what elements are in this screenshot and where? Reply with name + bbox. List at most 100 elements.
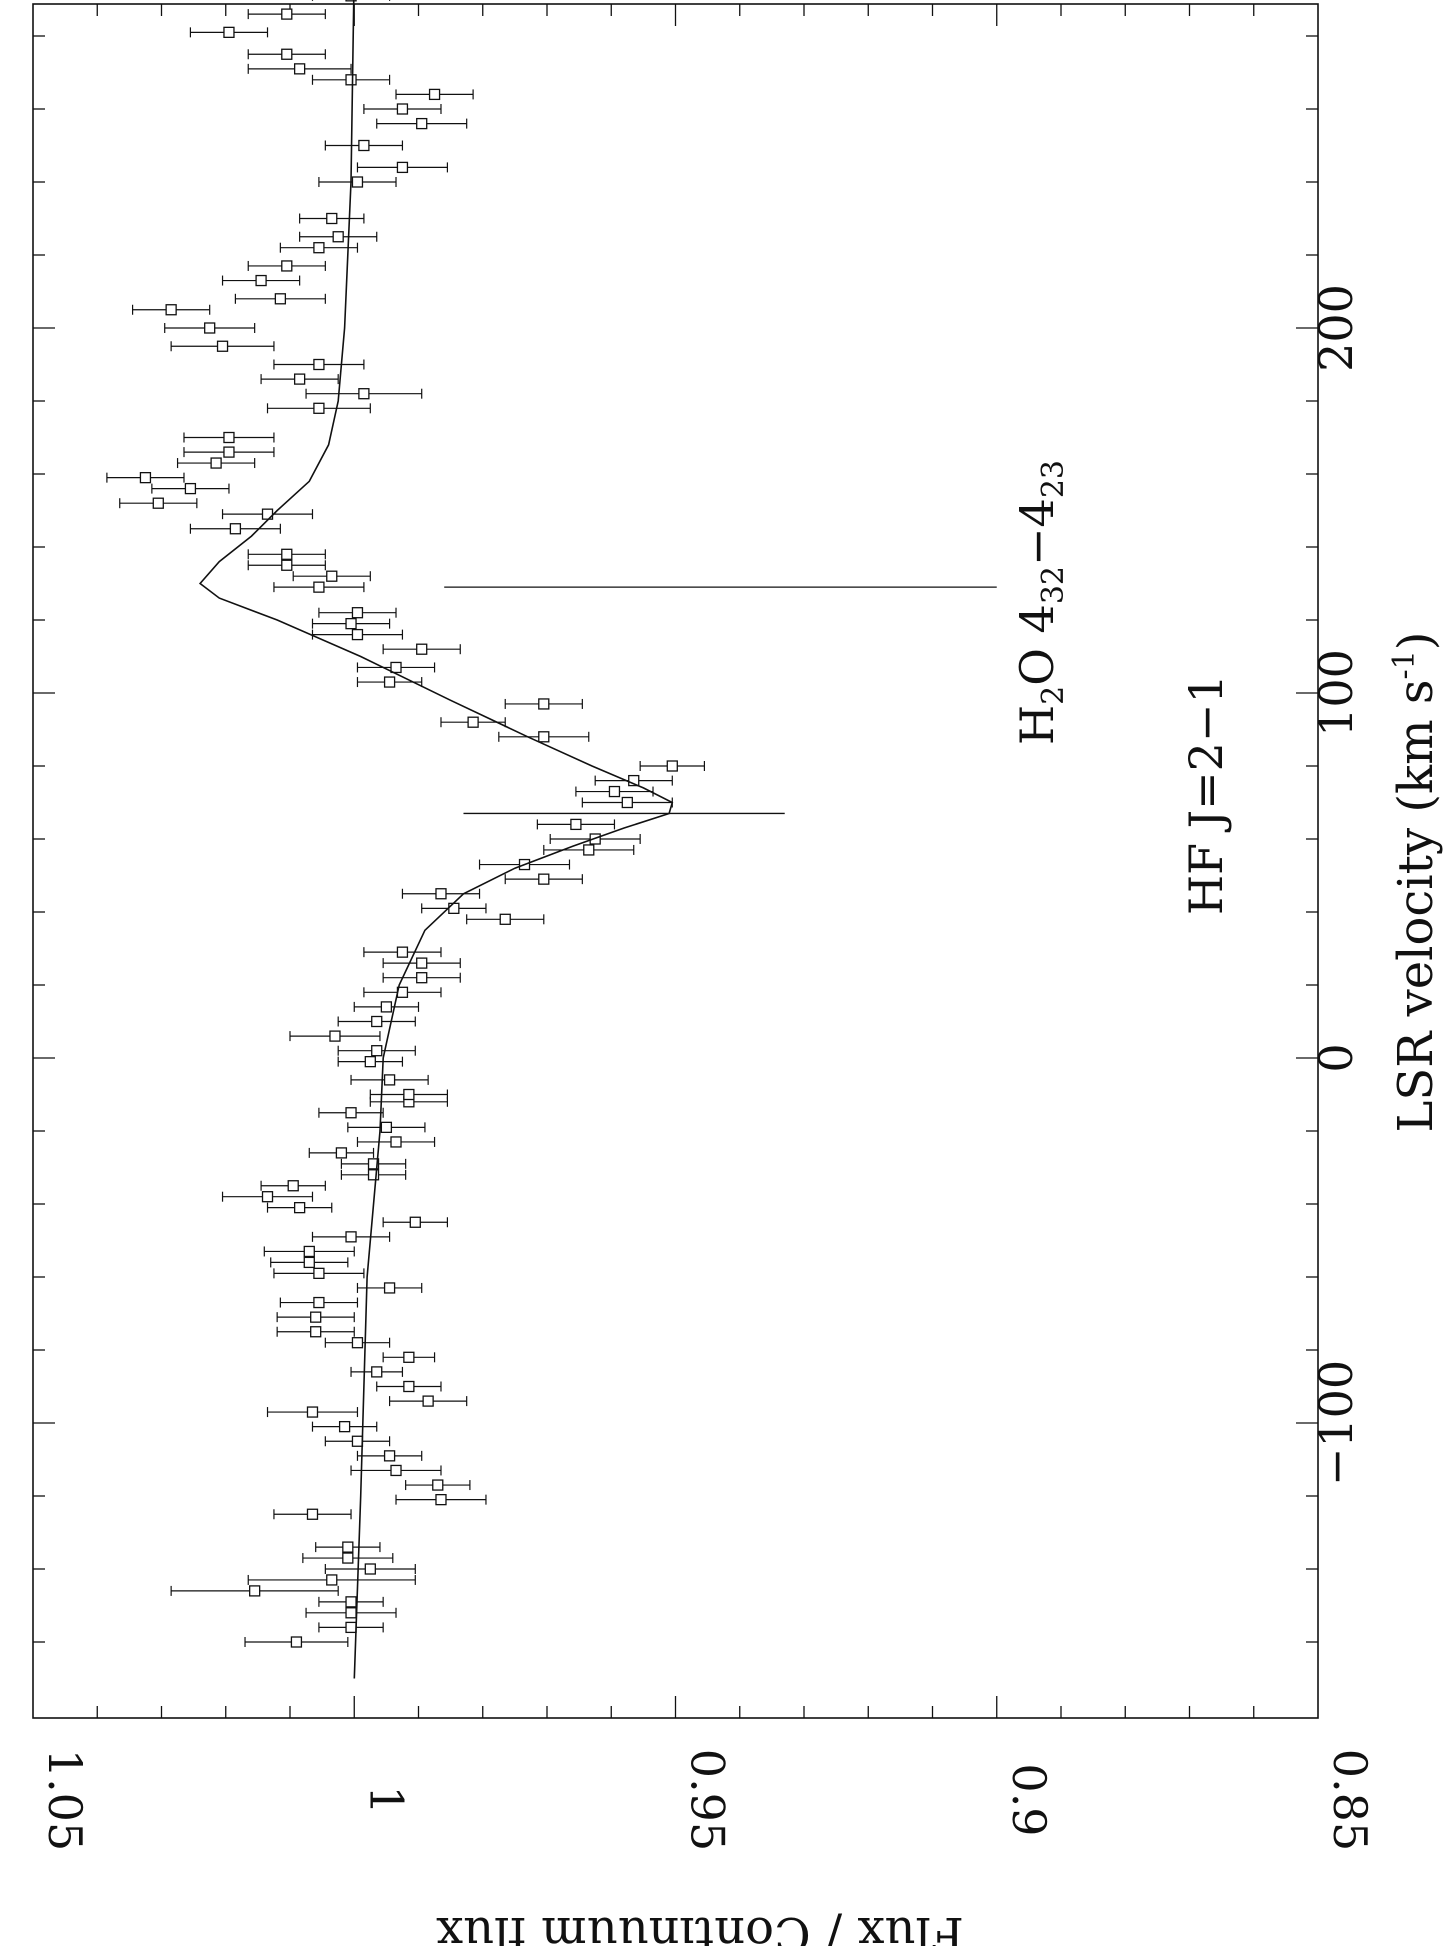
data-point (189, 523, 281, 535)
data-point (270, 1256, 349, 1269)
square-marker (621, 796, 633, 809)
data-point (575, 785, 654, 798)
data-point (151, 482, 230, 495)
square-marker (293, 1202, 306, 1214)
square-marker (499, 913, 511, 925)
square-marker (538, 731, 550, 743)
square-marker (303, 1245, 315, 1258)
data-point (318, 1596, 384, 1608)
data-point (382, 643, 461, 655)
square-marker (396, 103, 409, 115)
square-marker (293, 373, 306, 385)
hf-label: HF J=2−1 (1179, 674, 1233, 915)
square-marker (204, 322, 216, 334)
data-point (273, 1508, 352, 1520)
square-marker (628, 774, 640, 787)
data-point (311, 618, 391, 630)
square-marker (329, 1030, 341, 1042)
data-point (260, 1180, 326, 1192)
data-point (263, 1245, 355, 1258)
data-point (273, 581, 365, 593)
square-marker (306, 1508, 319, 1520)
square-marker (367, 1169, 380, 1181)
square-marker (345, 618, 357, 630)
data-point (353, 1001, 420, 1013)
data-point (382, 1351, 436, 1363)
data-point (356, 1282, 423, 1294)
square-marker (313, 358, 325, 371)
square-marker (371, 1045, 383, 1057)
square-marker (380, 1001, 393, 1013)
data-point (276, 1311, 355, 1323)
label-text: O 4 (1010, 604, 1064, 686)
data-point (543, 844, 635, 856)
flux-tick-label: 1 (359, 1785, 413, 1814)
data-point (183, 431, 275, 444)
data-point (273, 358, 365, 371)
data-point (363, 103, 442, 115)
square-marker (249, 1585, 261, 1597)
square-marker (416, 643, 428, 655)
data-point (221, 508, 314, 520)
data-point (440, 716, 506, 728)
data-point (183, 446, 275, 458)
square-marker (435, 888, 447, 900)
square-marker (255, 274, 267, 287)
data-point (356, 661, 436, 674)
square-marker (364, 1056, 376, 1068)
square-marker (306, 1406, 319, 1418)
square-marker (351, 607, 364, 619)
flux-axis-ticks: 1.05 1 0.95 0.9 0.85 (38, 4, 1377, 1851)
data-point (363, 986, 442, 998)
label-text: −4 (1010, 498, 1064, 566)
data-point (350, 1366, 404, 1378)
square-marker (184, 482, 197, 495)
data-point (324, 139, 404, 152)
data-point (466, 913, 545, 925)
square-marker (313, 1296, 325, 1309)
square-marker (448, 902, 460, 914)
data-point (234, 293, 326, 305)
square-marker (435, 1494, 447, 1506)
square-marker (313, 1267, 325, 1279)
square-marker (608, 785, 621, 798)
square-marker (326, 1574, 338, 1586)
data-point (311, 74, 391, 86)
data-point (176, 457, 256, 469)
data-point (276, 1326, 355, 1338)
data-point (356, 1450, 423, 1462)
flux-tick-label: 0.9 (1002, 1763, 1056, 1836)
square-marker (342, 1541, 354, 1553)
square-marker (367, 1158, 380, 1170)
data-point (289, 1030, 381, 1042)
data-point (315, 1541, 381, 1553)
square-marker (287, 1180, 299, 1192)
data-point (244, 1636, 349, 1648)
velocity-tick-label: −100 (1309, 1360, 1363, 1486)
square-marker (345, 1596, 357, 1608)
square-marker (538, 698, 550, 710)
square-marker (313, 402, 325, 414)
data-point (273, 1267, 365, 1279)
square-marker (351, 1337, 364, 1349)
data-point (324, 1435, 391, 1447)
data-point (356, 1136, 436, 1148)
square-marker (371, 1015, 383, 1028)
square-marker (345, 0, 357, 2)
square-marker (383, 1282, 396, 1294)
data-point (247, 548, 326, 560)
data-point (421, 902, 487, 914)
data-point (498, 731, 590, 743)
flux-tick-label: 0.85 (1323, 1749, 1377, 1851)
square-marker (303, 1256, 315, 1269)
flux-tick-label: 0.95 (681, 1749, 735, 1851)
square-marker (310, 1311, 322, 1323)
square-marker (342, 1552, 354, 1564)
data-point (337, 1045, 416, 1057)
square-marker (345, 1607, 357, 1619)
data-point (356, 161, 449, 174)
square-marker (396, 161, 409, 174)
model-curve (198, 0, 674, 1679)
data-point (292, 570, 371, 582)
square-marker (345, 74, 357, 86)
